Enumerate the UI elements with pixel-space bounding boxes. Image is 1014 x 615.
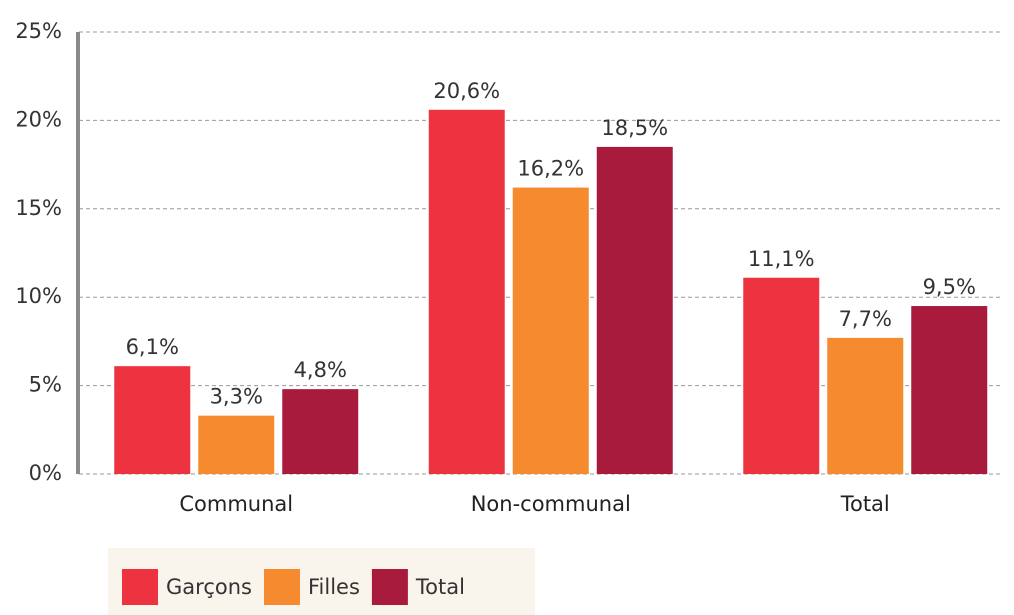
y-tick-label: 0% bbox=[29, 461, 62, 485]
legend-box bbox=[108, 548, 535, 615]
data-label: 7,7% bbox=[839, 307, 892, 331]
x-tick-label: Communal bbox=[179, 492, 293, 516]
data-label: 4,8% bbox=[294, 358, 347, 382]
legend-label: Garçons bbox=[166, 575, 252, 599]
y-axis bbox=[76, 32, 80, 474]
data-label: 6,1% bbox=[126, 335, 179, 359]
bar bbox=[512, 187, 589, 475]
data-label: 16,2% bbox=[517, 157, 584, 181]
y-tick-label: 10% bbox=[15, 284, 62, 308]
legend-label: Filles bbox=[308, 575, 360, 599]
data-label: 3,3% bbox=[210, 385, 263, 409]
x-tick-label: Non-communal bbox=[471, 492, 631, 516]
data-label: 18,5% bbox=[601, 116, 668, 140]
bar bbox=[743, 277, 820, 474]
data-label: 9,5% bbox=[923, 275, 976, 299]
legend-swatch bbox=[263, 569, 300, 605]
bar bbox=[198, 415, 275, 474]
y-tick-label: 20% bbox=[15, 107, 62, 131]
data-label: 20,6% bbox=[433, 79, 500, 103]
legend-swatch bbox=[122, 569, 158, 605]
y-tick-label: 5% bbox=[29, 373, 62, 397]
bar bbox=[827, 337, 904, 474]
bar bbox=[114, 366, 191, 474]
bar bbox=[911, 306, 988, 474]
y-tick-label: 15% bbox=[15, 196, 62, 220]
x-tick-label: Total bbox=[840, 492, 890, 516]
bar bbox=[428, 109, 505, 475]
bar bbox=[596, 146, 673, 475]
bar bbox=[282, 389, 359, 474]
legend-swatch bbox=[371, 569, 408, 605]
data-label: 11,1% bbox=[748, 247, 815, 271]
legend-label: Total bbox=[415, 575, 465, 599]
y-tick-label: 25% bbox=[15, 19, 62, 43]
